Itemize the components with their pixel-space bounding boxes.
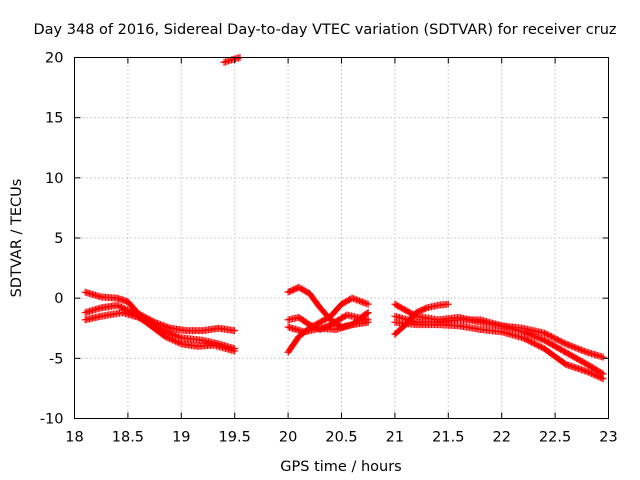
x-tick-label: 21 xyxy=(386,430,404,446)
data-point xyxy=(176,339,184,347)
series-trace-a xyxy=(81,288,239,335)
data-point xyxy=(583,368,591,376)
data-point xyxy=(590,371,598,379)
data-point xyxy=(588,370,596,378)
data-point xyxy=(231,345,239,353)
tick-labels: 18 18.5 19 19.5 20 20.5 21 21.5 22 22.5 23 -10 -5 0 5 1… xyxy=(40,51,618,446)
y-tick-label: 5 xyxy=(54,231,63,247)
x-tick-label: 21.5 xyxy=(432,430,464,446)
y-tick-label: 20 xyxy=(45,51,63,67)
x-tick-label: 20 xyxy=(279,430,297,446)
data-point xyxy=(118,303,126,311)
data-point xyxy=(363,309,371,317)
data-point xyxy=(364,318,372,326)
x-tick-label: 23 xyxy=(599,430,617,446)
data-point xyxy=(444,300,452,308)
x-tick-label: 19.5 xyxy=(219,430,251,446)
x-tick-label: 18 xyxy=(65,430,83,446)
x-tick-label: 19 xyxy=(172,430,190,446)
data-point xyxy=(595,373,603,381)
data-point xyxy=(589,370,597,378)
series-trace-c xyxy=(81,309,239,353)
grid-lines xyxy=(74,57,609,419)
data-point xyxy=(116,303,124,311)
data-point xyxy=(231,327,239,335)
y-tick-label: 10 xyxy=(45,171,63,187)
x-axis-label: GPS time / hours xyxy=(280,459,401,475)
y-axis-label: SDTVAR / TECUs xyxy=(9,179,25,298)
data-point xyxy=(115,302,123,310)
data-point xyxy=(599,353,607,361)
x-tick-label: 20.5 xyxy=(325,430,357,446)
data-point xyxy=(593,372,601,380)
data-point xyxy=(598,374,606,382)
axis-ticks xyxy=(74,57,609,419)
data-point xyxy=(364,300,372,308)
x-tick-label: 22 xyxy=(492,430,510,446)
y-tick-label: 0 xyxy=(54,291,63,307)
y-tick-label: 15 xyxy=(45,111,63,127)
data-points xyxy=(81,54,607,383)
x-tick-label: 22.5 xyxy=(539,430,571,446)
data-point xyxy=(596,373,604,381)
chart-title: Day 348 of 2016, Sidereal Day-to-day VTE… xyxy=(34,22,617,38)
x-tick-label: 18.5 xyxy=(112,430,144,446)
y-tick-label: -5 xyxy=(49,351,63,367)
data-point xyxy=(599,375,607,383)
data-point xyxy=(585,368,593,376)
data-point xyxy=(113,301,121,309)
series-trace-d xyxy=(220,54,244,66)
y-tick-label: -10 xyxy=(40,412,64,428)
data-point xyxy=(176,333,184,341)
series-trace-e xyxy=(284,283,372,331)
series-trace-k xyxy=(391,312,607,378)
data-point xyxy=(586,369,594,377)
series-trace-l xyxy=(391,318,607,383)
series-trace-h xyxy=(284,318,372,336)
data-point xyxy=(592,372,600,380)
data-point xyxy=(364,309,372,317)
